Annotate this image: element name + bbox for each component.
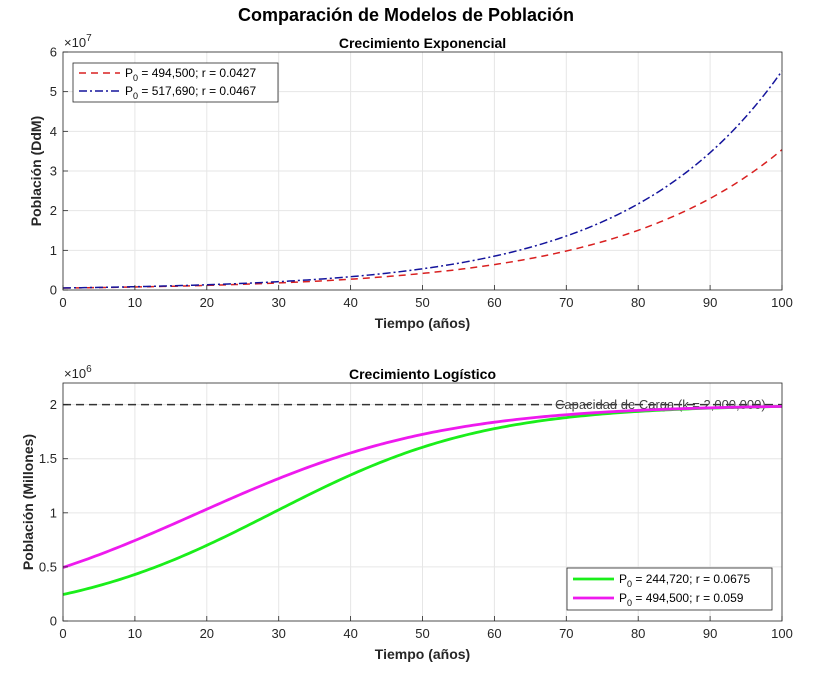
x-tick-label: 40 xyxy=(343,295,357,310)
legend-label-series-1: P0 = 494,500; r = 0.0427 xyxy=(125,66,256,83)
y-tick-label: 1.5 xyxy=(39,451,57,466)
y-tick-label: 2 xyxy=(50,397,57,412)
x-tick-label: 20 xyxy=(200,626,214,641)
legend: P0 = 244,720; r = 0.0675 P0 = 494,500; r… xyxy=(566,567,773,611)
x-tick-label: 100 xyxy=(771,626,793,641)
x-axis-label: Tiempo (años) xyxy=(375,646,470,662)
series-line-1 xyxy=(62,149,783,289)
series-layer xyxy=(62,405,783,596)
y-tick-label: 6 xyxy=(50,45,57,60)
figure-title: Comparación de Modelos de Población xyxy=(238,5,574,25)
tick-labels: 0 10 20 30 40 50 60 70 80 90 100 0 0.5 1 1.5 2 xyxy=(39,397,793,641)
x-tick-label: 0 xyxy=(59,295,66,310)
legend-box xyxy=(72,62,279,103)
panel-title: Crecimiento Exponencial xyxy=(339,35,506,51)
x-axis-label: Tiempo (años) xyxy=(375,315,470,331)
x-tick-label: 50 xyxy=(415,295,429,310)
y-tick-label: 2 xyxy=(50,203,57,218)
y-tick-label: 1 xyxy=(50,243,57,258)
legend: P0 = 494,500; r = 0.0427 P0 = 517,690; r… xyxy=(72,62,279,103)
legend-box xyxy=(566,567,773,611)
exponential-panel: 0 10 20 30 40 50 60 70 80 90 100 0 1 2 3 4 5 6 Crecimient… xyxy=(28,33,793,331)
x-tick-label: 10 xyxy=(128,295,142,310)
y-tick-label: 1 xyxy=(50,505,57,520)
logistic-panel: Capacidad de Carga (k = 2,000,000) 0 10 20… xyxy=(20,364,793,662)
y-tick-label: 5 xyxy=(50,84,57,99)
x-tick-label: 80 xyxy=(631,626,645,641)
panel-title: Crecimiento Logístico xyxy=(349,366,496,382)
y-multiplier-base: ×10 xyxy=(64,366,86,381)
y-multiplier: ×107 xyxy=(64,33,92,50)
x-tick-label: 40 xyxy=(343,626,357,641)
y-multiplier: ×106 xyxy=(64,364,92,381)
legend-label-series-2: P0 = 494,500; r = 0.059 xyxy=(619,591,744,608)
x-tick-label: 70 xyxy=(559,626,573,641)
x-tick-label: 60 xyxy=(487,626,501,641)
y-axis-label: Población (DdM) xyxy=(28,116,44,226)
y-tick-label: 4 xyxy=(50,124,57,139)
x-tick-label: 30 xyxy=(271,626,285,641)
x-tick-label: 0 xyxy=(59,626,66,641)
y-tick-label: 0.5 xyxy=(39,559,57,574)
y-tick-label: 0 xyxy=(50,283,57,298)
series-line-2 xyxy=(62,405,783,569)
x-tick-label: 70 xyxy=(559,295,573,310)
x-tick-label: 30 xyxy=(271,295,285,310)
tick-labels: 0 10 20 30 40 50 60 70 80 90 100 0 1 2 3 4 5 6 xyxy=(50,45,793,311)
legend-label-series-2: P0 = 517,690; r = 0.0467 xyxy=(125,84,256,101)
legend-label-series-1: P0 = 244,720; r = 0.0675 xyxy=(619,572,750,589)
x-tick-label: 90 xyxy=(703,626,717,641)
y-multiplier-exp: 7 xyxy=(86,33,92,44)
series-layer xyxy=(62,70,783,289)
x-tick-label: 50 xyxy=(415,626,429,641)
y-multiplier-base: ×10 xyxy=(64,35,86,50)
x-tick-label: 90 xyxy=(703,295,717,310)
series-line-2 xyxy=(62,70,783,289)
x-tick-label: 60 xyxy=(487,295,501,310)
y-tick-label: 0 xyxy=(50,614,57,629)
x-tick-label: 10 xyxy=(128,626,142,641)
y-tick-label: 3 xyxy=(50,164,57,179)
y-multiplier-exp: 6 xyxy=(86,364,92,375)
x-tick-label: 100 xyxy=(771,295,793,310)
y-axis-label: Población (Millones) xyxy=(20,434,36,570)
x-tick-label: 80 xyxy=(631,295,645,310)
x-tick-label: 20 xyxy=(200,295,214,310)
